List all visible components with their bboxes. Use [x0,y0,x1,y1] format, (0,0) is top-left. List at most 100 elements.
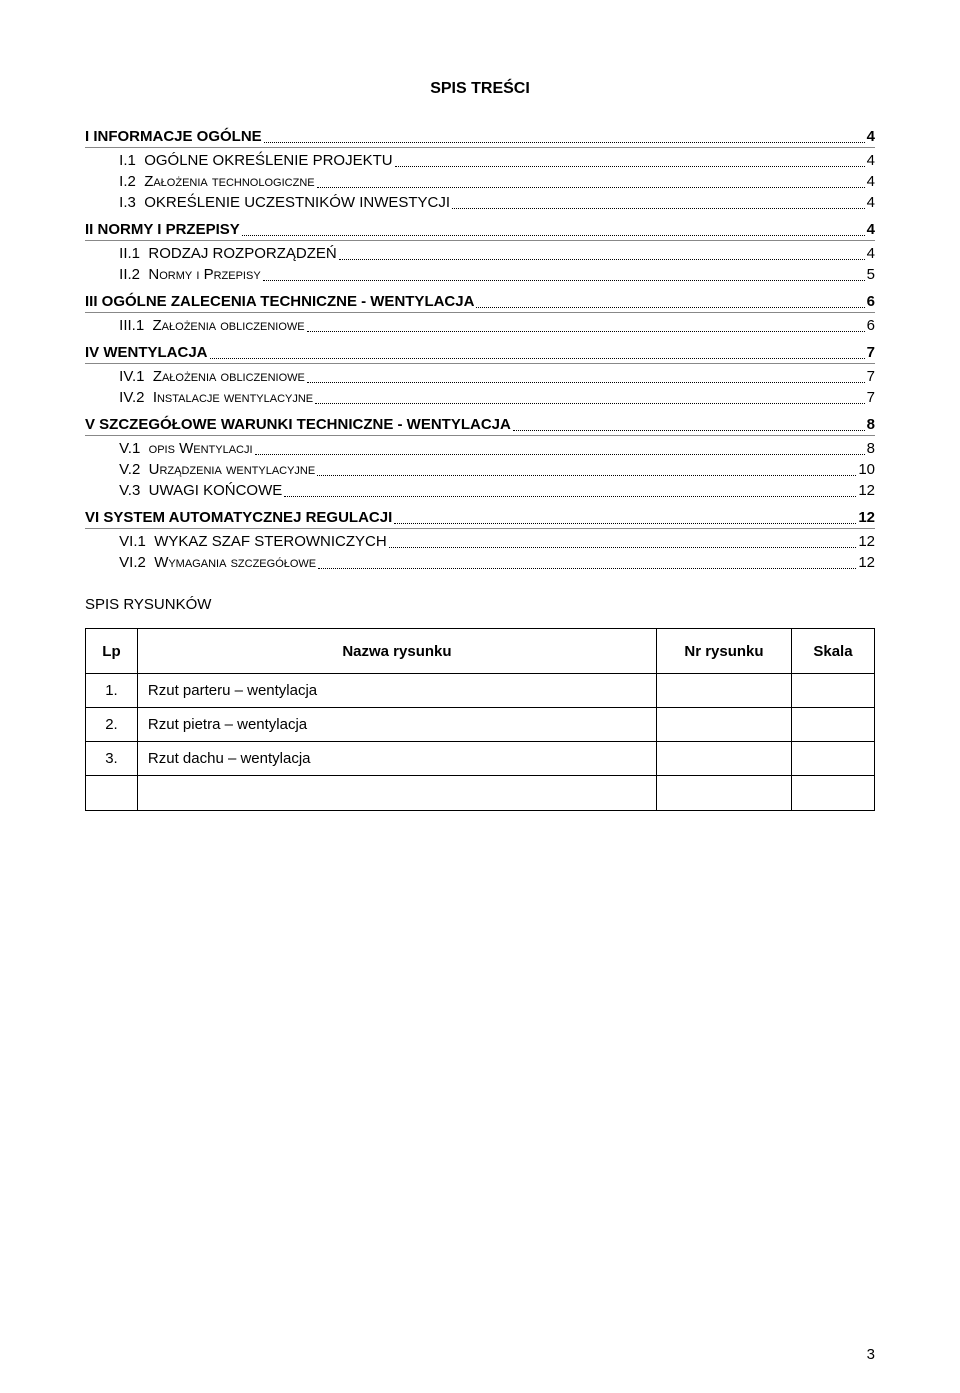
table-row [86,776,875,811]
table-cell [86,776,138,811]
toc-dots [318,554,856,569]
table-row: 3.Rzut dachu – wentylacja [86,742,875,776]
toc-page: 12 [858,554,875,571]
toc-entry: V.3 UWAGI KOŃCOWE 12 [85,482,875,499]
table-cell: 2. [86,708,138,742]
table-cell [656,776,791,811]
toc-entry: VI.2 Wymagania szczegółowe 12 [85,554,875,571]
toc-dots [394,509,856,524]
toc-dots [210,344,865,359]
toc-dots [339,245,865,260]
toc-number: V.3 [115,482,149,499]
toc-label: UWAGI KOŃCOWE [149,482,283,499]
table-cell [791,674,874,708]
toc-label: Wymagania szczegółowe [154,554,316,571]
table-header-row: Lp Nazwa rysunku Nr rysunku Skala [86,629,875,674]
toc-dots [395,152,865,167]
table-cell: Rzut dachu – wentylacja [137,742,656,776]
drawings-subtitle: SPIS RYSUNKÓW [85,596,875,613]
toc-dots [307,368,865,383]
table-cell: 3. [86,742,138,776]
toc-page: 4 [867,173,875,190]
toc-label: VI SYSTEM AUTOMATYCZNEJ REGULACJI [85,509,392,526]
toc-label: Założenia obliczeniowe [153,317,305,334]
table-cell [791,742,874,776]
table-cell [791,776,874,811]
table-row: 2.Rzut pietra – wentylacja [86,708,875,742]
toc-label: OKREŚLENIE UCZESTNIKÓW INWESTYCJI [144,194,450,211]
toc-page: 4 [867,245,875,262]
toc-number: VI.1 [115,533,154,550]
toc-label: Urządzenia wentylacyjne [149,461,316,478]
toc-number: IV.2 [115,389,153,406]
toc-page: 7 [867,368,875,385]
toc-dots [317,173,865,188]
drawings-table: Lp Nazwa rysunku Nr rysunku Skala 1.Rzut… [85,628,875,811]
toc-label: Założenia technologiczne [144,173,314,190]
toc-dots [452,194,865,209]
toc-dots [284,482,856,497]
toc-label: opis Wentylacji [149,440,253,457]
table-cell [137,776,656,811]
toc-entry: VI SYSTEM AUTOMATYCZNEJ REGULACJI 12 [85,509,875,529]
toc-page: 12 [858,509,875,526]
toc-page: 8 [867,416,875,433]
table-cell [656,708,791,742]
toc-label: III OGÓLNE ZALECENIA TECHNICZNE - WENTYL… [85,293,474,310]
toc-entry: II.1 RODZAJ ROZPORZĄDZEŃ4 [85,245,875,262]
toc-entry: V.1 opis Wentylacji 8 [85,440,875,457]
toc-number: III.1 [115,317,153,334]
toc-page: 4 [867,194,875,211]
toc-number: II.1 [115,245,148,262]
toc-page: 8 [867,440,875,457]
toc-label: Założenia obliczeniowe [153,368,305,385]
page-number: 3 [867,1346,875,1363]
toc-label: I INFORMACJE OGÓLNE [85,128,262,145]
toc-dots [263,266,865,281]
toc-number: I.2 [115,173,144,190]
table-cell: Rzut parteru – wentylacja [137,674,656,708]
toc-dots [255,440,865,455]
toc-page: 10 [858,461,875,478]
toc-entry: V SZCZEGÓŁOWE WARUNKI TECHNICZNE - WENTY… [85,416,875,436]
page-title: SPIS TREŚCI [85,80,875,98]
toc-label: Normy i Przepisy [148,266,260,283]
toc-page: 4 [867,152,875,169]
toc-entry: V.2 Urządzenia wentylacyjne 10 [85,461,875,478]
toc-dots [476,293,864,308]
toc-entry: II NORMY I PRZEPISY 4 [85,221,875,241]
toc-entry: I.1 OGÓLNE OKREŚLENIE PROJEKTU4 [85,152,875,169]
table-cell [656,742,791,776]
toc-entry: III OGÓLNE ZALECENIA TECHNICZNE - WENTYL… [85,293,875,313]
toc-entry: IV WENTYLACJA7 [85,344,875,364]
toc-dots [513,416,865,431]
toc-label: II NORMY I PRZEPISY [85,221,240,238]
toc-page: 6 [867,317,875,334]
toc-page: 12 [858,482,875,499]
toc-dots [307,317,865,332]
toc-page: 6 [867,293,875,310]
table-header-lp: Lp [86,629,138,674]
toc-dots [264,128,865,143]
toc-entry: I.2 Założenia technologiczne 4 [85,173,875,190]
toc-label: IV WENTYLACJA [85,344,208,361]
table-of-contents: I INFORMACJE OGÓLNE4 I.1 OGÓLNE OKREŚLEN… [85,128,875,571]
toc-dots [389,533,857,548]
toc-entry: I INFORMACJE OGÓLNE4 [85,128,875,148]
toc-page: 4 [867,221,875,238]
table-cell: Rzut pietra – wentylacja [137,708,656,742]
table-cell [656,674,791,708]
toc-entry: I.3 OKREŚLENIE UCZESTNIKÓW INWESTYCJI 4 [85,194,875,211]
table-cell [791,708,874,742]
toc-number: I.3 [115,194,144,211]
toc-number: V.2 [115,461,149,478]
toc-entry: VI.1 WYKAZ SZAF STEROWNICZYCH12 [85,533,875,550]
toc-number: VI.2 [115,554,154,571]
toc-entry: IV.1 Założenia obliczeniowe7 [85,368,875,385]
toc-number: V.1 [115,440,149,457]
toc-dots [315,389,865,404]
toc-dots [317,461,856,476]
toc-entry: III.1 Założenia obliczeniowe 6 [85,317,875,334]
toc-label: WYKAZ SZAF STEROWNICZYCH [154,533,387,550]
toc-number: II.2 [115,266,148,283]
